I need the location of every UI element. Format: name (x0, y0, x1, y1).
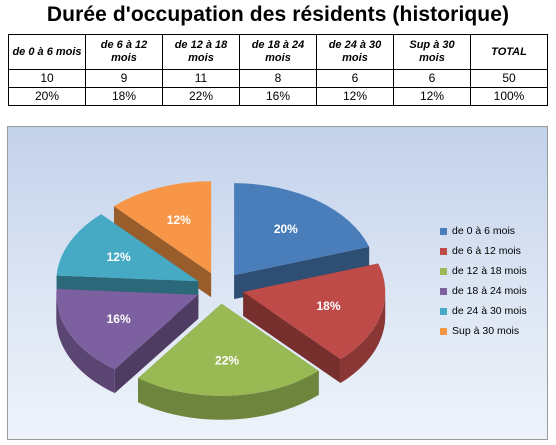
legend-swatch (440, 227, 447, 235)
legend-swatch (440, 327, 447, 335)
table-cell: 6 (393, 69, 471, 88)
table-cell: 9 (85, 69, 163, 88)
legend-item: de 18 à 24 mois (440, 281, 545, 301)
chart-legend: de 0 à 6 mois de 6 à 12 mois de 12 à 18 mo… (440, 221, 545, 341)
legend-label: de 18 à 24 mois (452, 285, 527, 297)
pie-slice: 16% (56, 288, 199, 394)
legend-item: de 6 à 12 mois (440, 241, 545, 261)
legend-swatch (440, 267, 447, 275)
table-cell: 11 (162, 69, 240, 88)
table-header-total: TOTAL (470, 34, 548, 70)
pie-slice-side (138, 370, 319, 420)
legend-item: de 24 à 30 mois (440, 301, 545, 321)
table-cell: 12% (316, 87, 394, 106)
pie-slice: 12% (56, 214, 199, 306)
pie-slice-top (243, 263, 386, 360)
table-cell: 8 (239, 69, 317, 88)
pie-slice-side (56, 294, 115, 394)
table-cell-total: 50 (470, 69, 548, 88)
page-title: Durée d'occupation des résidents (histor… (46, 3, 510, 26)
legend-label: de 0 à 6 mois (452, 225, 516, 237)
pie-data-label: 20% (274, 222, 298, 236)
legend-item: de 12 à 18 mois (440, 261, 545, 281)
pie-slice: 22% (138, 303, 319, 420)
table-header-cell: de 12 à 18 mois (162, 34, 240, 70)
table-header-cell: de 6 à 12 mois (85, 34, 163, 70)
legend-label: de 6 à 12 mois (452, 245, 521, 257)
table-header-cell: Sup à 30 mois (393, 34, 471, 70)
pie-data-label: 22% (215, 354, 239, 368)
pie-slice-top (138, 303, 319, 396)
pie-slice: 20% (234, 183, 370, 300)
pie-slice-top (56, 288, 199, 370)
legend-swatch (440, 307, 447, 315)
pie-slice-wall (114, 294, 199, 394)
pie-slice-top (234, 183, 370, 276)
pie-data-label: 12% (107, 250, 131, 264)
pie-data-label: 12% (167, 213, 191, 227)
legend-item: Sup à 30 mois (440, 321, 545, 341)
pie-data-label: 18% (317, 299, 341, 313)
table-header-cell: de 0 à 6 mois (8, 34, 86, 70)
table-cell: 20% (8, 87, 86, 106)
pie-slice-side (340, 291, 386, 384)
pie-slice-top (56, 214, 199, 282)
table-cell: 10 (8, 69, 86, 88)
stats-table: de 0 à 6 mois de 6 à 12 mois de 12 à 18 … (8, 34, 548, 106)
pie-slice: 18% (243, 263, 386, 384)
table-cell: 18% (85, 87, 163, 106)
table-cell: 16% (239, 87, 317, 106)
table-cell: 12% (393, 87, 471, 106)
legend-label: de 24 à 30 mois (452, 305, 527, 317)
legend-swatch (440, 287, 447, 295)
table-cell-total: 100% (470, 87, 548, 106)
pie-data-label: 16% (107, 312, 131, 326)
table-header-row: de 0 à 6 mois de 6 à 12 mois de 12 à 18 … (8, 34, 548, 70)
table-header-cell: de 24 à 30 mois (316, 34, 394, 70)
legend-label: Sup à 30 mois (452, 325, 520, 337)
legend-label: de 12 à 18 mois (452, 265, 527, 277)
legend-item: de 0 à 6 mois (440, 221, 545, 241)
table-row-counts: 10 9 11 8 6 6 50 (8, 69, 548, 88)
legend-swatch (440, 247, 447, 255)
pie-slice-top (113, 181, 212, 274)
table-row-percents: 20% 18% 22% 16% 12% 12% 100% (8, 87, 548, 106)
chart-panel: 12% 20% 12% 18% 16% 22% de 0 à 6 mois de 6 à 1… (7, 126, 548, 440)
table-cell: 22% (162, 87, 240, 106)
pie-slice-wall (234, 246, 370, 300)
table-cell: 6 (316, 69, 394, 88)
pie-slice-wall (243, 291, 341, 384)
table-header-cell: de 18 à 24 mois (239, 34, 317, 70)
pie-chart: 12% 20% 12% 18% 16% 22% (56, 181, 386, 420)
